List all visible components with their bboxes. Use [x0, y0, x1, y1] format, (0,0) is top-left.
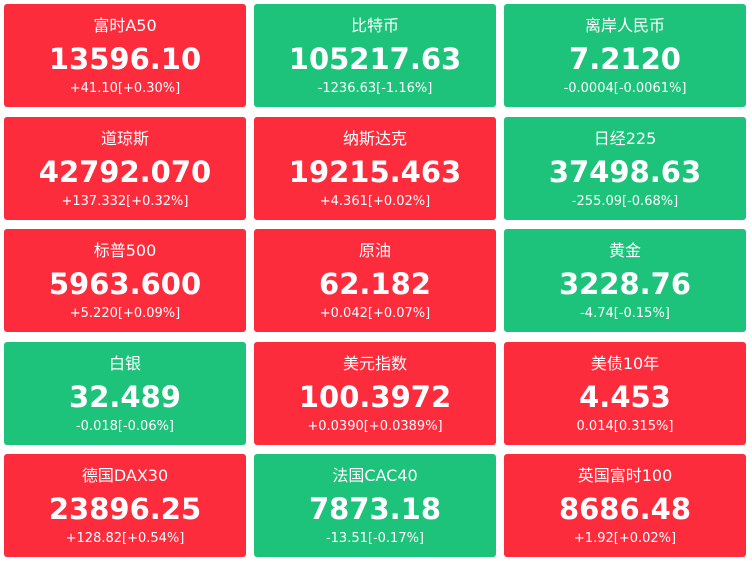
quote-name: 德国DAX30 — [81, 466, 169, 485]
quote-name: 纳斯达克 — [342, 128, 407, 148]
quote-tile[interactable]: 比特币 105217.63 -1236.63[-1.16%] — [254, 4, 496, 107]
quote-name: 道琼斯 — [100, 128, 149, 148]
quote-change: +1.92[+0.02%] — [573, 531, 677, 546]
quote-name: 富时A50 — [93, 16, 157, 35]
quote-name: 美债10年 — [590, 353, 660, 373]
quote-tile[interactable]: 白银 32.489 -0.018[-0.06%] — [4, 341, 246, 445]
quote-price: 42792.070 — [38, 154, 212, 189]
quote-tile[interactable]: 德国DAX30 23896.25 +128.82[+0.54%] — [4, 454, 246, 557]
quote-price: 32.489 — [69, 379, 181, 414]
quote-name: 黄金 — [608, 241, 641, 260]
quote-price: 7873.18 — [308, 492, 442, 526]
quote-name: 比特币 — [350, 16, 399, 35]
quote-change: +0.0390[+0.0389%] — [307, 418, 443, 434]
quote-change: +5.220[+0.09%] — [69, 306, 181, 321]
quote-change: -0.018[-0.06%] — [75, 418, 175, 434]
quote-change: -255.09[-0.68%] — [571, 193, 679, 209]
quote-change: +137.332[+0.32%] — [61, 193, 189, 209]
quote-price: 37498.63 — [548, 154, 702, 189]
quote-change: +0.042[+0.07%] — [319, 306, 431, 321]
quote-tile[interactable]: 法国CAC40 7873.18 -13.51[-0.17%] — [254, 454, 496, 557]
quote-price: 19215.463 — [288, 154, 462, 189]
quote-change: 0.014[0.315%] — [576, 418, 674, 434]
quote-tile[interactable]: 美债10年 4.453 0.014[0.315%] — [504, 341, 746, 445]
quote-change: +128.82[+0.54%] — [65, 531, 185, 546]
quote-name: 标普500 — [93, 241, 157, 260]
quote-tile[interactable]: 原油 62.182 +0.042[+0.07%] — [254, 229, 496, 332]
quote-name: 离岸人民币 — [584, 16, 665, 35]
quote-price: 7.2120 — [569, 42, 681, 76]
quote-tile[interactable]: 离岸人民币 7.2120 -0.0004[-0.0061%] — [504, 4, 746, 107]
quote-tile[interactable]: 标普500 5963.600 +5.220[+0.09%] — [4, 229, 246, 332]
quote-name: 原油 — [358, 241, 391, 260]
quote-change: +41.10[+0.30%] — [69, 81, 181, 96]
quote-price: 100.3972 — [298, 379, 452, 414]
quote-change: +4.361[+0.02%] — [319, 193, 431, 209]
quote-name: 美元指数 — [342, 353, 407, 373]
quote-price: 8686.48 — [558, 492, 692, 526]
quote-tile[interactable]: 黄金 3228.76 -4.74[-0.15%] — [504, 229, 746, 332]
quote-name: 法国CAC40 — [332, 466, 418, 485]
quote-tile[interactable]: 美元指数 100.3972 +0.0390[+0.0389%] — [254, 341, 496, 445]
quote-name: 日经225 — [593, 128, 657, 148]
quote-price: 13596.10 — [48, 42, 202, 76]
quote-tile[interactable]: 道琼斯 42792.070 +137.332[+0.32%] — [4, 116, 246, 220]
quote-name: 白银 — [108, 353, 141, 373]
quote-price: 3228.76 — [558, 267, 692, 301]
quote-tile[interactable]: 纳斯达克 19215.463 +4.361[+0.02%] — [254, 116, 496, 220]
quote-price: 105217.63 — [288, 42, 462, 76]
quote-tile[interactable]: 英国富时100 8686.48 +1.92[+0.02%] — [504, 454, 746, 557]
quote-change: -1236.63[-1.16%] — [317, 81, 433, 96]
quote-price: 23896.25 — [48, 492, 202, 526]
quote-price: 5963.600 — [48, 267, 202, 301]
quote-tile[interactable]: 日经225 37498.63 -255.09[-0.68%] — [504, 116, 746, 220]
quote-price: 62.182 — [319, 267, 431, 301]
quote-price: 4.453 — [579, 379, 671, 414]
quote-change: -0.0004[-0.0061%] — [563, 81, 687, 96]
quote-change: -4.74[-0.15%] — [580, 306, 670, 321]
quote-tile[interactable]: 富时A50 13596.10 +41.10[+0.30%] — [4, 4, 246, 107]
quote-name: 英国富时100 — [577, 466, 673, 485]
quote-change: -13.51[-0.17%] — [325, 531, 425, 546]
